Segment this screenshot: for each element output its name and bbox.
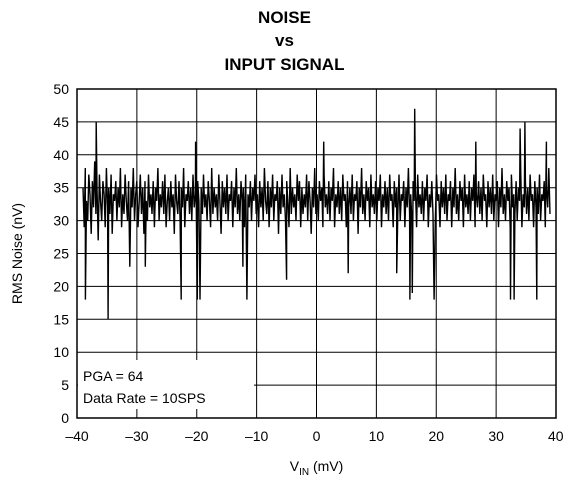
x-tick-label-7: 30: [488, 428, 504, 444]
x-axis-label-main: V: [290, 458, 300, 474]
y-tick-label-5: 25: [53, 246, 69, 262]
x-axis-label-unit: (mV): [309, 458, 343, 474]
x-tick-label-1: –30: [125, 428, 149, 444]
x-tick-label-0: –40: [65, 428, 89, 444]
x-axis-label-sub: IN: [299, 467, 309, 478]
y-tick-label-1: 5: [61, 377, 69, 393]
y-tick-label-10: 50: [53, 81, 69, 97]
series-group: [82, 108, 551, 320]
y-tick-label-3: 15: [53, 311, 69, 327]
series-noise-trace: [82, 108, 551, 320]
y-tick-label-9: 45: [53, 114, 69, 130]
plot-frame: [76, 88, 557, 419]
x-tick-label-8: 40: [548, 428, 564, 444]
annotation-pga: PGA = 64: [83, 368, 144, 384]
x-tick-label-6: 20: [428, 428, 444, 444]
x-axis-label: VIN (mV): [290, 458, 344, 478]
y-axis-label: RMS Noise (nV): [9, 203, 25, 304]
chart-title-line-1: NOISE: [258, 8, 311, 27]
annotation-box: [78, 360, 254, 409]
annotation-data-rate: Data Rate = 10SPS: [83, 390, 206, 406]
x-tick-label-2: –20: [185, 428, 209, 444]
y-tick-labels: 0 5 10 15 20 25 30 35 40 45 50: [53, 81, 69, 426]
x-tick-labels: –40 –30 –20 –10 0 10 20 30 40: [65, 428, 563, 444]
chart-title-line-2: vs: [275, 31, 294, 50]
x-tick-label-4: 0: [313, 428, 321, 444]
y-tick-label-4: 20: [53, 278, 69, 294]
y-tick-label-6: 30: [53, 213, 69, 229]
y-tick-label-8: 40: [53, 147, 69, 163]
y-tick-label-2: 10: [53, 344, 69, 360]
x-tick-label-3: –10: [245, 428, 269, 444]
y-tick-label-7: 35: [53, 180, 69, 196]
chart-title-line-3: INPUT SIGNAL: [224, 55, 345, 74]
x-tick-label-5: 10: [369, 428, 385, 444]
y-tick-label-0: 0: [61, 410, 69, 426]
